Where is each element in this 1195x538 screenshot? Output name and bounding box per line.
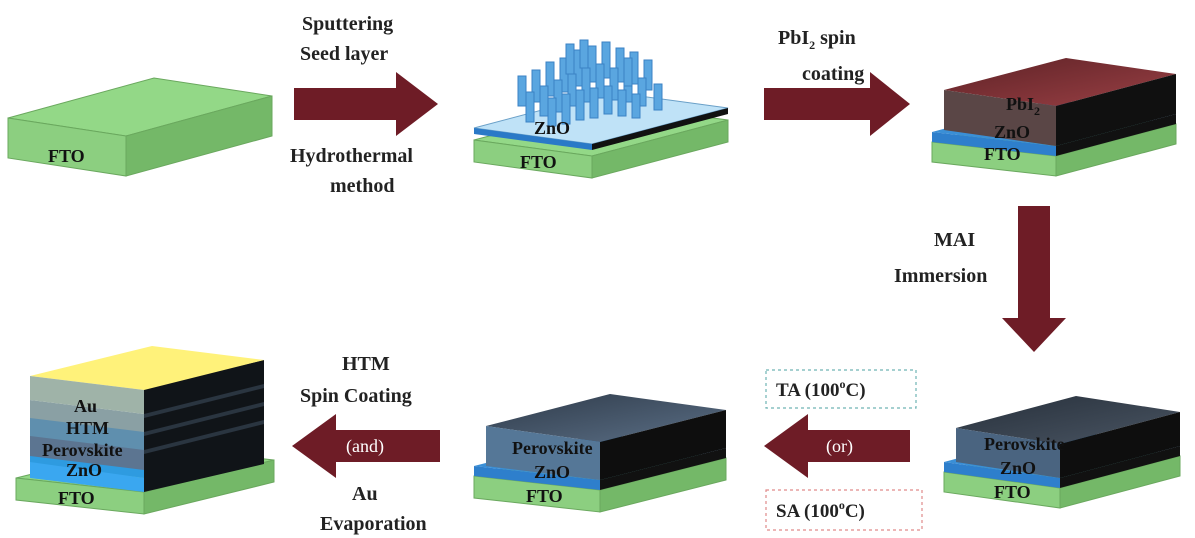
step2-label-line1: PbI2 spin [778,27,856,52]
au-label: Au [74,396,97,416]
stage-full-device: Au HTM Perovskite ZnO FTO [15,346,275,515]
stage-pbi2-layer: PbI2 ZnO FTO [931,58,1177,177]
zno-nanorods [517,39,663,127]
step1-label-line3: Hydrothermal [290,145,413,167]
htm-and-text: (and) [346,436,384,457]
fto-label: FTO [520,152,557,172]
step1-label-line4: method [330,175,394,197]
fto-label: FTO [48,146,85,166]
sa-condition: SA (100oC) [776,498,865,522]
ta-box [765,369,917,409]
fto-label: FTO [984,144,1021,164]
htm-label: HTM [66,418,109,438]
step5-label-line2: Spin Coating [300,385,412,407]
stage-zno-nanorods: ZnO FTO [473,39,729,179]
step2-label-line2: coating [802,63,864,85]
stage-fto-substrate: FTO [7,77,273,177]
step5-label-line3: Au [352,483,378,505]
perovskite-label: Perovskite [512,438,593,458]
fto-label: FTO [58,488,95,508]
stage-perovskite-middle: Perovskite ZnO FTO [473,394,727,513]
arrow-sputtering-hydrothermal: Sputtering Seed layer Hydrothermal metho… [290,13,438,197]
pbi2-label: PbI2 [1006,94,1040,118]
arrow-annealing: (or) TA (100oC) SA (100oC) [764,369,923,531]
zno-label: ZnO [994,122,1030,142]
step3-label-line2: Immersion [894,265,987,287]
zno-label: ZnO [1000,458,1036,478]
arrow-htm-au: (and) HTM Spin Coating Au Evaporation [292,353,440,535]
zno-label: ZnO [534,118,570,138]
step1-label-line1: Sputtering [302,13,393,35]
stage-perovskite-right: Perovskite ZnO FTO [943,396,1181,509]
fto-label: FTO [526,486,563,506]
arrow-pbi2-spin-coating: PbI2 spin coating [764,27,910,136]
arrow-mai-immersion: MAI Immersion [894,206,1066,352]
perovskite-label: Perovskite [42,440,123,460]
fto-label: FTO [994,482,1031,502]
zno-label: ZnO [534,462,570,482]
zno-label: ZnO [66,460,102,480]
step5-label-line1: HTM [342,353,390,375]
step3-label-line1: MAI [934,229,975,251]
perovskite-label: Perovskite [984,434,1065,454]
ta-condition: TA (100oC) [776,377,866,401]
step1-label-line2: Seed layer [300,43,388,65]
annealing-or-text: (or) [826,436,853,457]
step5-label-line4: Evaporation [320,513,427,535]
sa-box [765,489,923,531]
